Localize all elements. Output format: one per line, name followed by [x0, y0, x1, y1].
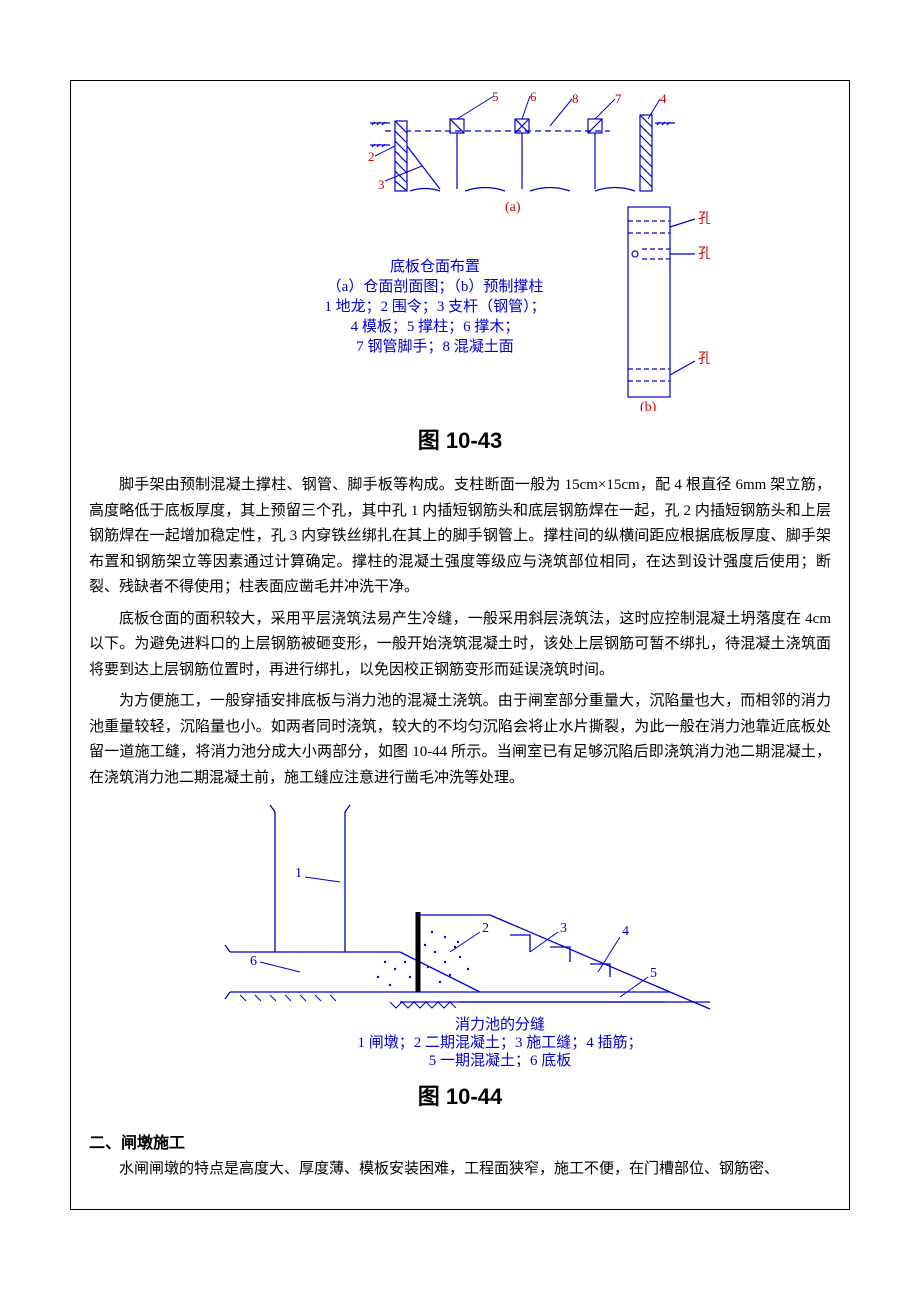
fig43-caption-l3: 1 地龙；2 围令；3 支杆（钢管）； — [324, 298, 545, 315]
fig43-label-8: 8 — [572, 91, 579, 106]
fig44-label-6: 6 — [250, 954, 257, 969]
paragraph-1: 脚手架由预制混凝土撑柱、钢管、脚手板等构成。支柱断面一般为 15cm×15cm，… — [81, 473, 839, 601]
figure-43-number: 图 10-43 — [81, 423, 839, 455]
fig43-label-6: 6 — [530, 91, 537, 104]
fig43-caption-l4: 4 模板；5 撑柱；6 撑木； — [351, 317, 520, 335]
fig44-label-3: 3 — [560, 921, 567, 936]
fig43-hole2: 孔2 — [698, 246, 710, 262]
fig43-label-3: 3 — [378, 177, 385, 192]
figure-10-43: 5 6 8 7 4 2 3 (a) — [81, 91, 839, 455]
paragraph-last: 水闸闸墩的特点是高度大、厚度薄、模板安装困难，工程面狭窄，施工不便，在门槽部位、… — [81, 1157, 839, 1183]
figure-44-number: 图 10-44 — [81, 1079, 839, 1111]
figure-43-svg: 5 6 8 7 4 2 3 (a) — [210, 91, 710, 411]
fig44-label-4: 4 — [622, 924, 629, 939]
paragraph-2: 底板仓面的面积较大，采用平层浇筑法易产生冷缝，一般采用斜层浇筑法，这时应控制混凝… — [81, 607, 839, 684]
fig43-label-2: 2 — [368, 149, 375, 164]
fig43-label-5: 5 — [492, 91, 499, 104]
fig44-label-2: 2 — [482, 921, 489, 936]
fig43-hole3: 孔3 — [698, 211, 710, 227]
fig43-sublabel-b: (b) — [640, 400, 657, 411]
figure-10-44: 1 6 2 3 4 5 消力池的分缝 1 闸墩；2 二期混凝土；3 施工缝；4 … — [81, 797, 839, 1111]
fig43-label-7: 7 — [615, 91, 622, 106]
fig43-sublabel-a: (a) — [505, 200, 521, 215]
fig43-label-4: 4 — [660, 91, 667, 106]
fig43-hole1: 孔1 — [698, 351, 710, 367]
figure-44-svg: 1 6 2 3 4 5 消力池的分缝 1 闸墩；2 二期混凝土；3 施工缝；4 … — [200, 797, 720, 1067]
fig44-caption-l3: 5 一期混凝土；6 底板 — [429, 1051, 572, 1067]
page-border: 5 6 8 7 4 2 3 (a) — [70, 80, 850, 1210]
fig43-caption-title: 底板仓面布置 — [390, 257, 480, 275]
fig44-label-1: 1 — [295, 866, 302, 881]
paragraph-3: 为方便施工，一般穿插安排底板与消力池的混凝土浇筑。由于闸室部分重量大，沉陷量也大… — [81, 689, 839, 791]
fig44-label-5: 5 — [650, 966, 657, 981]
section-heading-2: 二、闸墩施工 — [81, 1129, 839, 1153]
fig44-caption-l2: 1 闸墩；2 二期混凝土；3 施工缝；4 插筋； — [357, 1034, 642, 1051]
fig43-caption-l2: （a）仓面剖面图；（b）预制撑柱 — [327, 278, 544, 295]
fig43-caption-l5: 7 钢管脚手；8 混凝土面 — [356, 338, 514, 355]
fig44-caption-title: 消力池的分缝 — [455, 1016, 545, 1033]
